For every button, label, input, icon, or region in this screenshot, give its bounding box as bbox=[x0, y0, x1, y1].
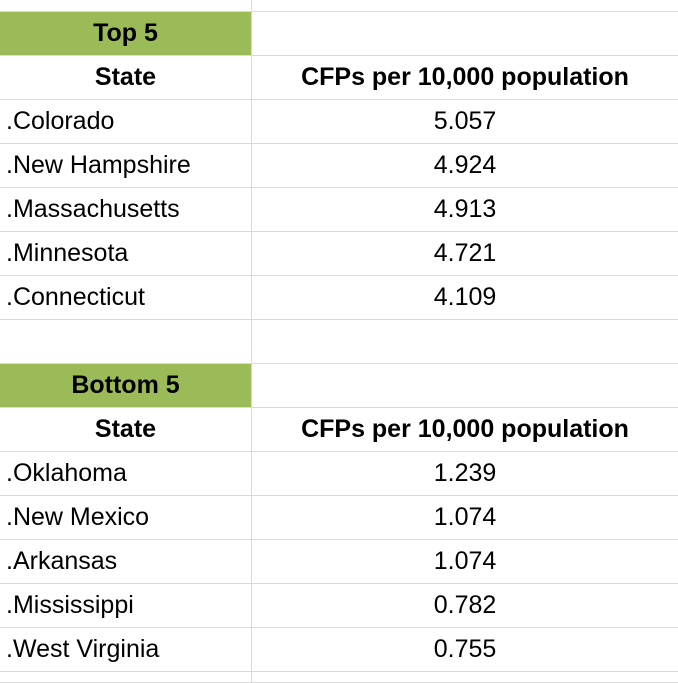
top-header-row: State CFPs per 10,000 population bbox=[0, 56, 678, 100]
empty-cell[interactable] bbox=[0, 320, 252, 364]
value-cell[interactable]: 4.109 bbox=[252, 276, 678, 320]
table-row: .Colorado 5.057 bbox=[0, 100, 678, 144]
top-5-title-cell[interactable]: Top 5 bbox=[0, 12, 252, 56]
value-cell[interactable]: 1.239 bbox=[252, 452, 678, 496]
empty-cell[interactable] bbox=[0, 672, 252, 683]
value-cell[interactable]: 0.782 bbox=[252, 584, 678, 628]
top-title-row: Top 5 bbox=[0, 12, 678, 56]
cfps-column-header[interactable]: CFPs per 10,000 population bbox=[252, 408, 678, 452]
value-cell[interactable]: 4.721 bbox=[252, 232, 678, 276]
state-cell[interactable]: .Minnesota bbox=[0, 232, 252, 276]
empty-cell[interactable] bbox=[252, 672, 678, 683]
value-cell[interactable]: 4.913 bbox=[252, 188, 678, 232]
spacer-row bbox=[0, 672, 678, 683]
cfps-column-header[interactable]: CFPs per 10,000 population bbox=[252, 56, 678, 100]
value-cell[interactable]: 5.057 bbox=[252, 100, 678, 144]
table-row: .New Mexico 1.074 bbox=[0, 496, 678, 540]
spacer-row bbox=[0, 0, 678, 12]
table-row: .Arkansas 1.074 bbox=[0, 540, 678, 584]
value-cell[interactable]: 1.074 bbox=[252, 496, 678, 540]
state-cell[interactable]: .Connecticut bbox=[0, 276, 252, 320]
table-row: .Massachusetts 4.913 bbox=[0, 188, 678, 232]
bottom-5-title-cell[interactable]: Bottom 5 bbox=[0, 364, 252, 408]
blank-row bbox=[0, 320, 678, 364]
state-cell[interactable]: .New Mexico bbox=[0, 496, 252, 540]
value-cell[interactable]: 1.074 bbox=[252, 540, 678, 584]
state-cell[interactable]: .Oklahoma bbox=[0, 452, 252, 496]
table-row: .Connecticut 4.109 bbox=[0, 276, 678, 320]
state-cell[interactable]: .Massachusetts bbox=[0, 188, 252, 232]
value-cell[interactable]: 4.924 bbox=[252, 144, 678, 188]
table-row: .West Virginia 0.755 bbox=[0, 628, 678, 672]
empty-cell[interactable] bbox=[252, 364, 678, 408]
bottom-header-row: State CFPs per 10,000 population bbox=[0, 408, 678, 452]
empty-cell[interactable] bbox=[252, 12, 678, 56]
table-row: .Minnesota 4.721 bbox=[0, 232, 678, 276]
state-column-header[interactable]: State bbox=[0, 408, 252, 452]
state-cell[interactable]: .Arkansas bbox=[0, 540, 252, 584]
table-row: .New Hampshire 4.924 bbox=[0, 144, 678, 188]
state-column-header[interactable]: State bbox=[0, 56, 252, 100]
bottom-title-row: Bottom 5 bbox=[0, 364, 678, 408]
value-cell[interactable]: 0.755 bbox=[252, 628, 678, 672]
empty-cell[interactable] bbox=[0, 0, 252, 12]
state-cell[interactable]: .Colorado bbox=[0, 100, 252, 144]
empty-cell[interactable] bbox=[252, 320, 678, 364]
table-row: .Oklahoma 1.239 bbox=[0, 452, 678, 496]
state-cell[interactable]: .West Virginia bbox=[0, 628, 252, 672]
state-cell[interactable]: .New Hampshire bbox=[0, 144, 252, 188]
state-cell[interactable]: .Mississippi bbox=[0, 584, 252, 628]
empty-cell[interactable] bbox=[252, 0, 678, 12]
table-row: .Mississippi 0.782 bbox=[0, 584, 678, 628]
